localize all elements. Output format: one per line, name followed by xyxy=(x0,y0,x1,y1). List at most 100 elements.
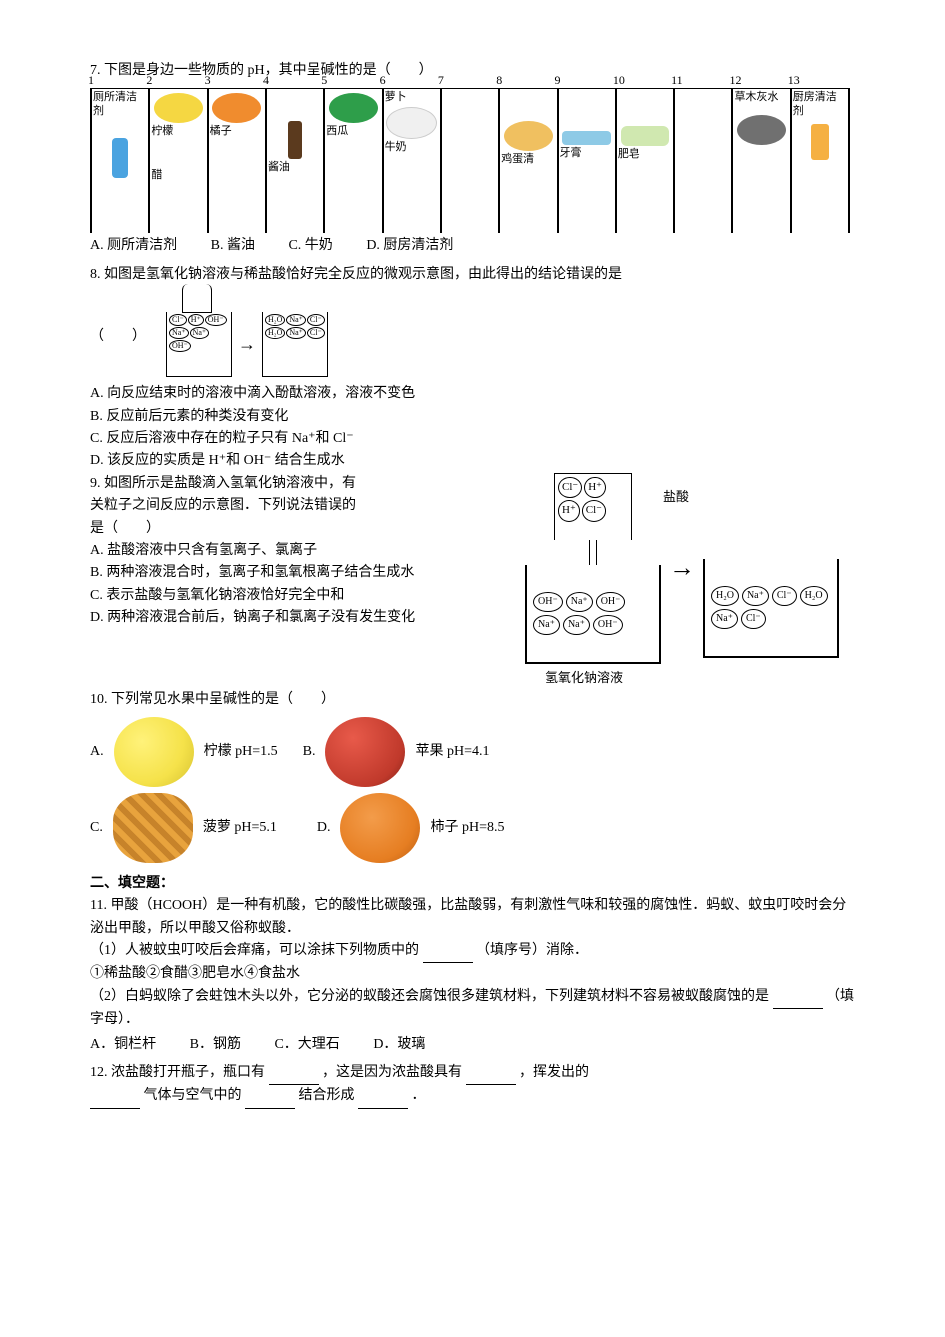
ph-col-12: 12 草木灰水 xyxy=(731,89,789,233)
ph-col-6: 6 萝卜 牛奶 xyxy=(382,89,440,233)
particle: OH⁻ xyxy=(205,314,227,326)
particle: H⁺ xyxy=(584,477,606,499)
blank-input[interactable] xyxy=(90,1085,140,1108)
q9-left-beaker: OH⁻ Na⁺ OH⁻ Na⁺ Na⁺ OH⁻ xyxy=(525,565,661,664)
blank-input[interactable] xyxy=(358,1085,408,1108)
ph-item-label: 肥皂 xyxy=(618,148,672,161)
particle: Cl⁻ xyxy=(307,314,325,326)
ph-col-9: 9 牙膏 xyxy=(557,89,615,233)
blank-input[interactable] xyxy=(269,1062,319,1085)
ph-item-label: 鸡蛋清 xyxy=(501,153,555,166)
particle: Na⁺ xyxy=(711,609,738,629)
ph-item-label: 厨房清洁剂 xyxy=(793,91,847,117)
q8-option-c[interactable]: C. 反应后溶液中存在的粒子只有 Na⁺和 Cl⁻ xyxy=(90,428,855,450)
particle: Na⁺ xyxy=(190,327,210,339)
ph-num: 10 xyxy=(613,71,625,90)
q10-row2: C. 菠萝 pH=5.1 D. 柿子 pH=8.5 xyxy=(90,793,855,863)
q8-stem: 8. 如图是氢氧化钠溶液与稀盐酸恰好完全反应的微观示意图，由此得出的结论错误的是 xyxy=(90,264,855,286)
ph-num: 13 xyxy=(788,71,800,90)
q12-c: ，挥发出的 xyxy=(519,1065,589,1080)
particle: Na⁺ xyxy=(563,615,590,635)
particle: Na⁺ xyxy=(286,327,306,339)
q12: 12. 浓盐酸打开瓶子，瓶口有 ，这是因为浓盐酸具有 ，挥发出的 气体与空气中的… xyxy=(90,1062,855,1109)
q11-p2-option-a[interactable]: A．铜栏杆 xyxy=(90,1034,156,1056)
egg-icon xyxy=(504,121,553,151)
toothpaste-icon xyxy=(562,131,611,145)
particle: Cl⁻ xyxy=(307,327,325,339)
q10-b-prefix: B. xyxy=(303,741,316,763)
ph-num: 6 xyxy=(380,71,386,90)
ph-col-11: 11 xyxy=(673,89,731,233)
persimmon-icon xyxy=(340,793,420,863)
q10-option-c[interactable]: 菠萝 pH=5.1 xyxy=(203,817,277,839)
pineapple-icon xyxy=(113,793,193,863)
q10-option-d[interactable]: 柿子 pH=8.5 xyxy=(430,817,504,839)
funnel-stem-icon xyxy=(589,540,597,565)
q8-right-beaker: H₂O Na⁺ Cl⁻ H₂O Na⁺ Cl⁻ xyxy=(262,312,328,377)
q8-left-beaker: Cl⁻ H⁺ OH⁻ Na⁺ Na⁺ OH⁻ xyxy=(166,312,232,377)
q10-option-b[interactable]: 苹果 pH=4.1 xyxy=(415,741,489,763)
particle: Na⁺ xyxy=(533,615,560,635)
ph-col-13: 13 厨房清洁剂 xyxy=(790,89,850,233)
q11-p1-options[interactable]: ①稀盐酸②食醋③肥皂水④食盐水 xyxy=(90,963,855,985)
ph-num: 3 xyxy=(205,71,211,90)
blank-input[interactable] xyxy=(773,986,823,1009)
q11-p2-option-d[interactable]: D．玻璃 xyxy=(373,1034,425,1056)
pour-icon xyxy=(182,284,212,313)
q8-option-b[interactable]: B. 反应前后元素的种类没有变化 xyxy=(90,406,855,428)
particle: OH⁻ xyxy=(596,592,626,612)
q12-e: 结合形成 xyxy=(299,1088,359,1103)
q7-option-a[interactable]: A. 厕所清洁剂 xyxy=(90,235,177,257)
q10-d-prefix: D. xyxy=(317,817,331,839)
ph-item-label: 酱油 xyxy=(268,161,322,174)
ph-col-10: 10 肥皂 xyxy=(615,89,673,233)
blank-input[interactable] xyxy=(423,940,473,963)
lemon-icon xyxy=(154,93,203,123)
q11-p2-option-c[interactable]: C．大理石 xyxy=(274,1034,339,1056)
blank-input[interactable] xyxy=(466,1062,516,1085)
arrow-right-icon: → xyxy=(238,330,256,359)
q7-option-c[interactable]: C. 牛奶 xyxy=(288,235,332,257)
q9-bottom-label: 氢氧化钠溶液 xyxy=(545,668,855,689)
q8-option-a[interactable]: A. 向反应结束时的溶液中滴入酚酞溶液，溶液不变色 xyxy=(90,383,855,405)
q7-option-b[interactable]: B. 酱油 xyxy=(211,235,255,257)
particle: H₂O xyxy=(265,314,285,326)
q8-option-d[interactable]: D. 该反应的实质是 H⁺和 OH⁻ 结合生成水 xyxy=(90,450,855,472)
particle: H⁺ xyxy=(188,314,204,326)
blank-input[interactable] xyxy=(245,1085,295,1108)
kitchen-cleaner-icon xyxy=(811,124,829,160)
arrow-right-icon: → xyxy=(669,553,695,582)
q8-paren: （ ） xyxy=(90,326,146,348)
ph-num: 12 xyxy=(729,71,741,90)
q7-options: A. 厕所清洁剂 B. 酱油 C. 牛奶 D. 厨房清洁剂 xyxy=(90,235,855,257)
q11-p1a: （1）人被蚊虫叮咬后会痒痛，可以涂抹下列物质中的 xyxy=(90,943,423,958)
particle: OH⁻ xyxy=(169,340,191,352)
q11-part2: （2）白蚂蚁除了会蛀蚀木头以外，它分泌的蚁酸还会腐蚀很多建筑材料，下列建筑材料不… xyxy=(90,986,855,1032)
particle: Cl⁻ xyxy=(772,586,797,606)
ph-col-4: 4 酱油 xyxy=(265,89,323,233)
q12-f: ． xyxy=(412,1088,426,1103)
ph-col-7: 7 xyxy=(440,89,498,233)
ph-item-label: 牙膏 xyxy=(560,147,614,160)
q9-figure: Cl⁻ H⁺ H⁺ Cl⁻ OH⁻ Na⁺ OH⁻ Na⁺ Na⁺ OH⁻ 盐酸… xyxy=(525,473,855,689)
q10-stem: 10. 下列常见水果中呈碱性的是（ ） xyxy=(90,689,855,711)
q11-p2-option-b[interactable]: B．钢筋 xyxy=(190,1034,241,1056)
particle: H₂O xyxy=(711,586,739,606)
q12-a: 12. 浓盐酸打开瓶子，瓶口有 xyxy=(90,1065,269,1080)
particle: Na⁺ xyxy=(169,327,189,339)
funnel-icon: Cl⁻ H⁺ H⁺ Cl⁻ xyxy=(554,473,632,540)
q12-b: ，这是因为浓盐酸具有 xyxy=(322,1065,466,1080)
ph-milk-label: 牛奶 xyxy=(385,141,439,154)
ph-num: 9 xyxy=(555,71,561,90)
particle: Na⁺ xyxy=(742,586,769,606)
ph-num: 11 xyxy=(671,71,683,90)
ph-col-8: 8 鸡蛋清 xyxy=(498,89,556,233)
q7-option-d[interactable]: D. 厨房清洁剂 xyxy=(366,235,453,257)
q10-option-a[interactable]: 柠檬 pH=1.5 xyxy=(204,741,278,763)
ph-item-label: 柠檬 xyxy=(151,125,205,138)
ph-vinegar-label: 醋 xyxy=(151,169,205,182)
ph-num: 2 xyxy=(146,71,152,90)
q10-a-prefix: A. xyxy=(90,741,104,763)
q11-p2a: （2）白蚂蚁除了会蛀蚀木头以外，它分泌的蚁酸还会腐蚀很多建筑材料，下列建筑材料不… xyxy=(90,989,773,1004)
lemon-icon xyxy=(114,717,194,787)
